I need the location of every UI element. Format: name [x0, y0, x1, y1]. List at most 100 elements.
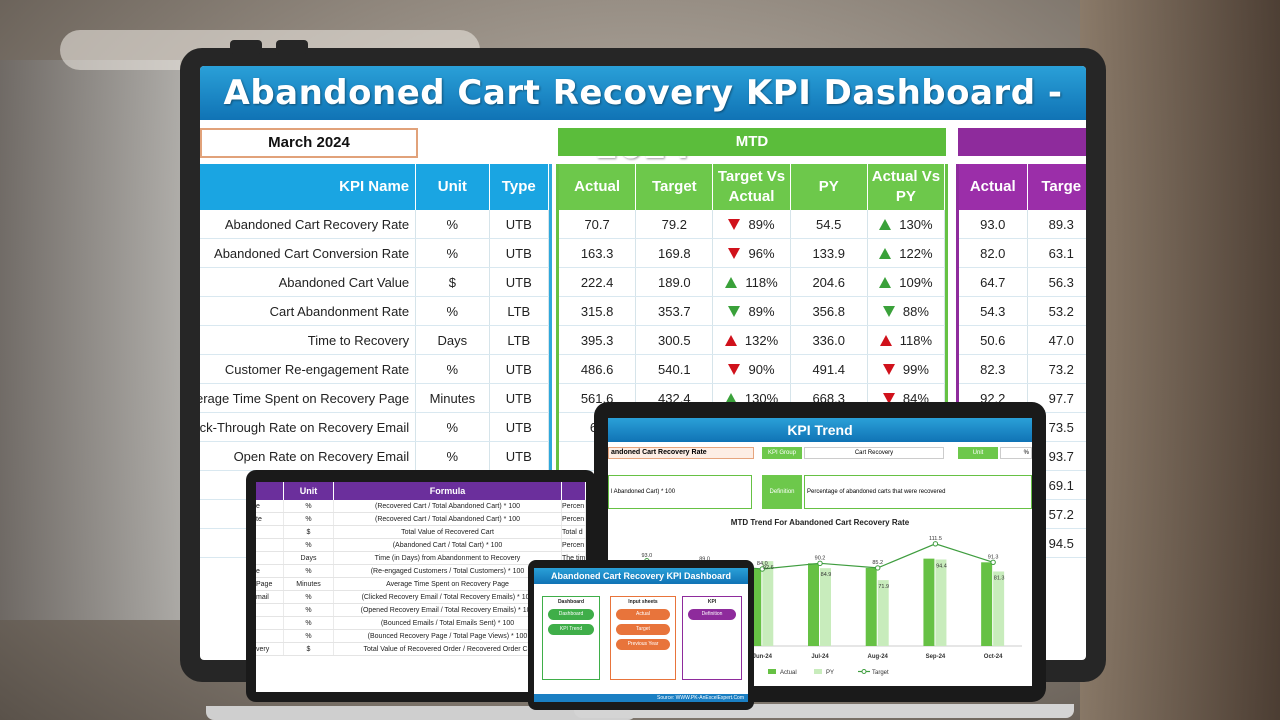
ytd-target: 47.0: [1028, 326, 1087, 354]
formula-unit: %: [284, 500, 334, 512]
kpi-name: Customer Re-engagement Rate: [200, 355, 417, 383]
definition-label: Definition: [762, 475, 802, 509]
bar-py: [877, 580, 889, 646]
formula-def: Percen: [562, 539, 586, 551]
mtd-header-cell: Actual Vs PY: [867, 164, 946, 210]
x-tick-label: Oct-24: [984, 654, 1003, 660]
mini-nav-button[interactable]: Target: [616, 624, 670, 635]
data-label: 91.3: [988, 554, 999, 560]
mini-nav-button[interactable]: KPI Trend: [548, 624, 594, 635]
chart-title: MTD Trend For Abandoned Cart Recovery Ra…: [730, 518, 910, 527]
ytd-row: 93.0 89.3: [959, 210, 1086, 239]
formula-header-blank: [256, 482, 284, 500]
kpi-name: Abandoned Cart Recovery Rate: [200, 210, 417, 238]
mtd-target: 169.8: [636, 239, 714, 267]
formula-row: te% (Recovered Cart / Total Abandoned Car…: [256, 513, 586, 526]
mini-laptop: Abandoned Cart Recovery KPI Dashboard Da…: [528, 560, 754, 710]
formula-kpi: [256, 604, 284, 616]
month-selector[interactable]: March 2024: [200, 128, 418, 158]
arrow-up-icon: [879, 218, 892, 230]
legend-swatch: [861, 669, 867, 674]
mtd-target-vs-actual: 132%: [713, 326, 791, 354]
formula-kpi: Page: [256, 578, 284, 590]
mtd-py: 356.8: [791, 297, 868, 325]
ytd-actual: 93.0: [959, 210, 1028, 238]
legend-label: PY: [826, 670, 834, 676]
bar-py: [935, 559, 947, 646]
kpi-row: Abandoned Cart Value $ UTB: [200, 268, 549, 297]
formula-unit: %: [284, 513, 334, 525]
mini-group-label: Dashboard: [557, 599, 585, 605]
data-label: 71.9: [878, 584, 889, 590]
mtd-py: 133.9: [791, 239, 868, 267]
formula-row: e% (Recovered Cart / Total Abandoned Cart…: [256, 500, 586, 513]
mtd-row: 163.3 169.8 96% 133.9 122%: [559, 239, 946, 268]
kpi-row: Open Rate on Recovery Email% UTB: [200, 442, 549, 471]
kpi-select[interactable]: andoned Cart Recovery Rate: [608, 447, 754, 459]
mini-group: Dashboard Dashboard KPI Trend: [542, 596, 600, 680]
kpi-unit: %: [416, 413, 490, 441]
ytd-target: 53.2: [1028, 297, 1087, 325]
mini-nav-button[interactable]: Dashboard: [548, 609, 594, 620]
formula-def: The tim: [562, 552, 586, 564]
data-label: 90.2: [815, 555, 826, 561]
formula-kpi: mail: [256, 591, 284, 603]
mtd-actual: 315.8: [559, 297, 637, 325]
avp-value: 130%: [899, 216, 933, 232]
mini-nav-button[interactable]: Actual: [616, 609, 670, 620]
kpi-row: Average Time Spent on Recovery Page Minut…: [200, 384, 549, 413]
kpi-name: Click-Through Rate on Recovery Email: [200, 413, 417, 441]
formula-text: (Abandoned Cart / Total Cart) * 100: [334, 539, 562, 551]
ytd-actual: 50.6: [959, 326, 1028, 354]
mtd-actual: 561.6: [559, 384, 637, 412]
bar-py: [993, 571, 1005, 646]
ytd-target: 94.5: [1028, 529, 1087, 557]
mtd-actual-vs-py: 88%: [868, 297, 946, 325]
formula-unit: %: [284, 630, 334, 642]
mtd-row: 395.3 300.5 132% 336.0 118%: [559, 326, 946, 355]
bar-py: [820, 568, 831, 646]
arrow-down-icon: [728, 218, 741, 230]
mtd-target-vs-actual: 96%: [713, 239, 791, 267]
arrow-up-icon: [879, 247, 892, 259]
kpi-group-label: KPI Group: [762, 447, 802, 459]
ytd-row: 64.7 56.3: [959, 268, 1086, 297]
avp-value: 84%: [902, 390, 929, 406]
ytd-row: 82.3 73.2: [959, 355, 1086, 384]
ytd-target: 57.2: [1028, 500, 1087, 528]
ytd-target: 73.2: [1028, 355, 1087, 383]
x-tick-label: Sep-24: [926, 654, 946, 660]
kpi-row: Abandoned Cart Conversion Rate% UTB: [200, 239, 549, 268]
x-tick-label: Jun-24: [753, 654, 773, 660]
ytd-target: 93.7: [1028, 442, 1087, 470]
monitor-bump: [230, 40, 262, 54]
formula-text: (Recovered Cart / Total Abandoned Cart) …: [334, 513, 562, 525]
mtd-actual: 395.3: [559, 326, 637, 354]
background-left: [0, 60, 180, 620]
formula-def: Total d: [562, 526, 586, 538]
mini-nav-button[interactable]: Previous Year: [616, 639, 670, 650]
target-point: [990, 559, 996, 566]
definition-value: Percentage of abandoned carts that were …: [804, 475, 1032, 509]
mtd-target: 300.5: [636, 326, 714, 354]
mtd-py: 491.4: [791, 355, 868, 383]
mtd-py: 54.5: [791, 210, 868, 238]
mtd-actual-vs-py: 118%: [868, 326, 946, 354]
formula-unit: Days: [284, 552, 334, 564]
bar-actual: [981, 562, 993, 646]
arrow-down-icon: [728, 363, 741, 375]
kpi-row: Click-Through Rate on Recovery Email% UTB: [200, 413, 549, 442]
mini-nav-button[interactable]: Definition: [688, 609, 736, 620]
kpi-type: LTB: [490, 326, 549, 354]
mtd-row: 486.6 540.1 90% 491.4 99%: [559, 355, 946, 384]
ytd-row: 82.0 63.1: [959, 239, 1086, 268]
ytd-target: 56.3: [1028, 268, 1087, 296]
mini-footer: Source: WWW.PK-AnExcelExpert.Com: [534, 694, 748, 702]
legend-label: Target: [872, 670, 889, 676]
kpi-unit: %: [416, 355, 490, 383]
arrow-down-icon: [728, 305, 741, 317]
kpi-type: LTB: [490, 297, 549, 325]
arrow-up-icon: [879, 276, 892, 288]
formula-row: $ Total Value of Recovered Cart Total d: [256, 526, 586, 539]
tva-value: 89%: [748, 303, 775, 319]
